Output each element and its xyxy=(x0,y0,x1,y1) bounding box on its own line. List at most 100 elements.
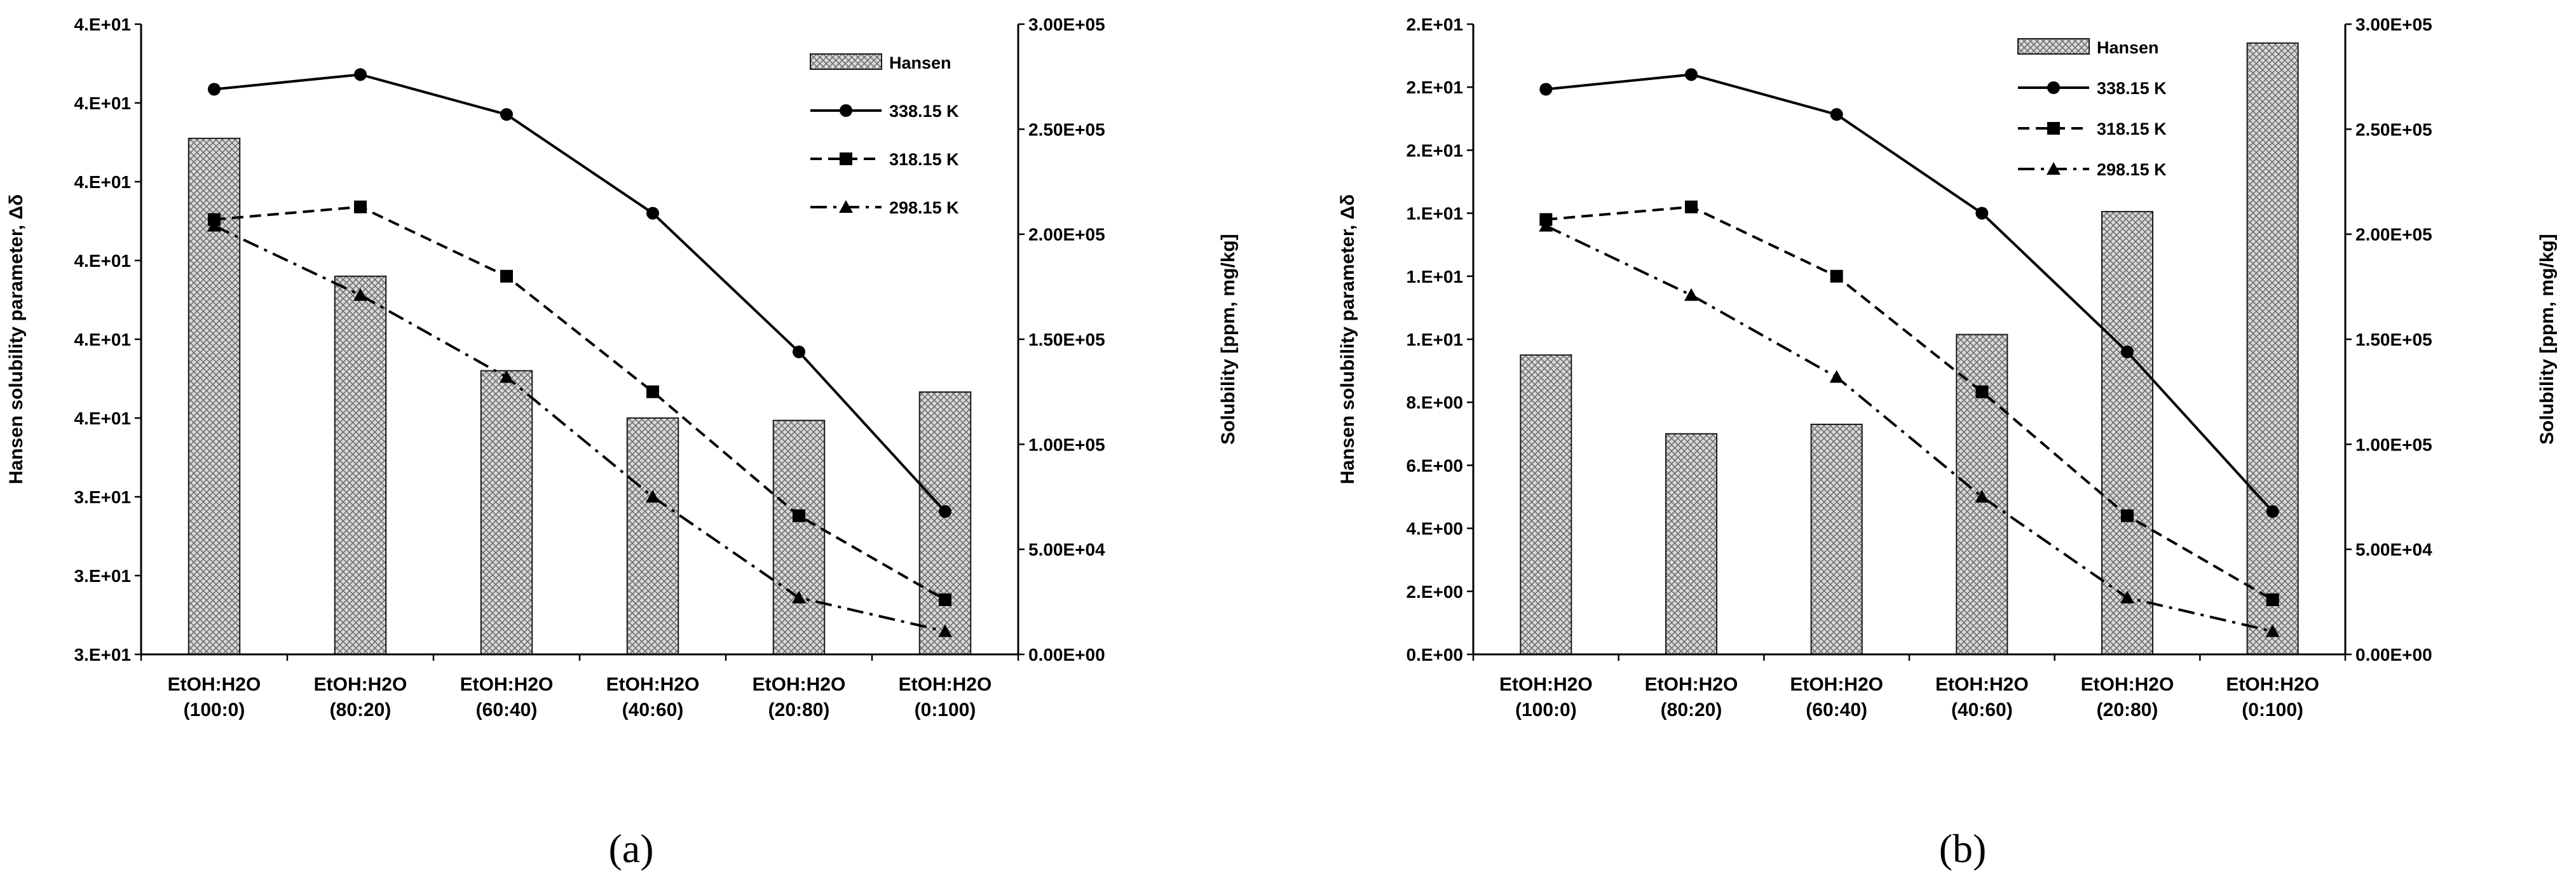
series-line-31815 xyxy=(214,205,946,601)
y-tick-label: 3.E+01 xyxy=(74,487,131,507)
y2-tick-label: 1.00E+05 xyxy=(2355,435,2432,454)
series-point-33815 xyxy=(354,68,367,81)
y-tick-label: 1.E+01 xyxy=(1406,204,1463,224)
series-line-29815 xyxy=(214,224,946,633)
legend-label: Hansen xyxy=(2097,38,2159,57)
series-point-33815 xyxy=(2266,505,2279,518)
y-tick-label: 4.E+01 xyxy=(74,172,131,192)
series-point-33815 xyxy=(1830,108,1843,121)
x-tick-label: EtOH:H2O xyxy=(753,674,846,695)
legend-label: 338.15 K xyxy=(889,102,959,121)
hansen-bar-5 xyxy=(2101,211,2154,655)
series-point-31815 xyxy=(1830,269,1843,283)
legend-marker xyxy=(2047,162,2061,175)
series-point-29815 xyxy=(2265,624,2280,637)
legend-swatch-hansen xyxy=(2017,38,2090,55)
y2-tick-label: 5.00E+04 xyxy=(2355,540,2432,560)
series-line-31815 xyxy=(1546,205,2273,601)
y-axis-title: Hansen solubility parameter, Δδ xyxy=(1337,194,1358,485)
x-tick-label: (40:60) xyxy=(622,699,684,720)
series-point-31815 xyxy=(2121,509,2134,522)
y-tick-label: 1.E+01 xyxy=(1406,330,1463,349)
x-tick-label: EtOH:H2O xyxy=(460,674,554,695)
series-point-33815 xyxy=(939,505,951,518)
series-point-31815 xyxy=(939,593,951,607)
legend-label: 318.15 K xyxy=(889,150,959,169)
y2-axis-title: Solubility [ppm, mg/kg] xyxy=(1218,234,1239,445)
series-point-33815 xyxy=(1975,206,1989,220)
legend-label: 298.15 K xyxy=(889,198,959,217)
series-point-33815 xyxy=(2121,345,2134,358)
x-tick-label: EtOH:H2O xyxy=(1499,674,1593,695)
hansen-bar-4 xyxy=(626,417,679,655)
series-point-33815 xyxy=(1539,83,1553,96)
series-point-33815 xyxy=(1685,68,1698,81)
y2-tick-label: 2.00E+05 xyxy=(2355,225,2432,245)
y2-tick-label: 0.00E+00 xyxy=(2355,645,2432,665)
series-point-29815 xyxy=(1539,219,1553,232)
x-tick-label: EtOH:H2O xyxy=(2226,674,2319,695)
series-point-29815 xyxy=(1829,370,1844,383)
y-tick-label: 4.E+01 xyxy=(74,330,131,349)
x-tick-label: EtOH:H2O xyxy=(1790,674,1883,695)
y2-tick-label: 1.00E+05 xyxy=(1028,435,1105,454)
x-tick-label: EtOH:H2O xyxy=(1645,674,1738,695)
y2-tick-label: 3.00E+05 xyxy=(1028,15,1105,34)
series-point-33815 xyxy=(500,108,513,121)
series-point-29815 xyxy=(207,219,221,232)
panel-label-b: (b) xyxy=(1939,826,1987,871)
legend-label: 318.15 K xyxy=(2097,119,2167,138)
series-point-31815 xyxy=(646,385,659,398)
series-point-31815 xyxy=(1685,200,1698,213)
x-tick-label: EtOH:H2O xyxy=(314,674,407,695)
x-tick-label: EtOH:H2O xyxy=(2081,674,2174,695)
chart-panel-a: 3.E+01 3.E+01 3.E+01 4.E+01 4.E+01 4.E+01 4.E+… xyxy=(6,15,1239,720)
hansen-bar-5 xyxy=(772,419,826,655)
legend-label: 338.15 K xyxy=(2097,79,2167,98)
y2-tick-label: 5.00E+04 xyxy=(1028,540,1105,560)
panel-label-a: (a) xyxy=(608,826,653,871)
y2-axis-title: Solubility [ppm, mg/kg] xyxy=(2537,234,2558,445)
hansen-bar-2 xyxy=(1665,433,1718,655)
x-tick-label: (100:0) xyxy=(1515,699,1577,720)
y2-tick-label: 1.50E+05 xyxy=(2355,330,2432,349)
hansen-bar-2 xyxy=(334,275,387,655)
series-point-29815 xyxy=(1975,490,1989,503)
series-point-29815 xyxy=(500,370,514,383)
x-tick-label: (80:20) xyxy=(1661,699,1722,720)
y-tick-label: 4.E+01 xyxy=(74,93,131,113)
y-tick-label: 2.E+00 xyxy=(1406,582,1463,602)
series-point-31815 xyxy=(1975,385,1989,398)
legend-swatch-hansen xyxy=(810,53,882,70)
series-line-33815 xyxy=(214,73,946,513)
series-point-29815 xyxy=(646,490,660,503)
series-point-31815 xyxy=(2266,593,2279,607)
y-tick-label: 3.E+01 xyxy=(74,645,131,665)
series-point-33815 xyxy=(646,206,659,220)
hansen-bar-1 xyxy=(1520,354,1572,655)
x-tick-label: (60:40) xyxy=(476,699,538,720)
x-tick-label: EtOH:H2O xyxy=(168,674,261,695)
series-point-29815 xyxy=(938,624,952,637)
series-point-29815 xyxy=(2120,590,2134,604)
x-tick-label: (0:100) xyxy=(915,699,976,720)
x-tick-label: EtOH:H2O xyxy=(606,674,700,695)
y-tick-label: 3.E+01 xyxy=(74,566,131,586)
hansen-bar-3 xyxy=(480,370,533,655)
x-tick-label: (60:40) xyxy=(1806,699,1867,720)
series-point-31815 xyxy=(793,509,805,522)
x-tick-label: EtOH:H2O xyxy=(899,674,992,695)
legend-marker xyxy=(2047,81,2060,94)
x-tick-label: (20:80) xyxy=(2097,699,2158,720)
chart-panel-b: 0.E+00 2.E+00 4.E+00 6.E+00 8.E+00 1.E+01 1.E+… xyxy=(1337,15,2558,720)
y2-tick-label: 3.00E+05 xyxy=(2355,15,2432,34)
y2-tick-label: 1.50E+05 xyxy=(1028,330,1105,349)
hansen-bar-6 xyxy=(918,391,972,656)
series-line-29815 xyxy=(1545,224,2273,633)
y-tick-label: 4.E+01 xyxy=(74,251,131,271)
x-tick-label: (80:20) xyxy=(330,699,392,720)
series-line-33815 xyxy=(1546,73,2274,513)
y-tick-label: 0.E+00 xyxy=(1406,645,1463,665)
legend-marker xyxy=(840,152,852,165)
series-point-29815 xyxy=(792,590,806,604)
